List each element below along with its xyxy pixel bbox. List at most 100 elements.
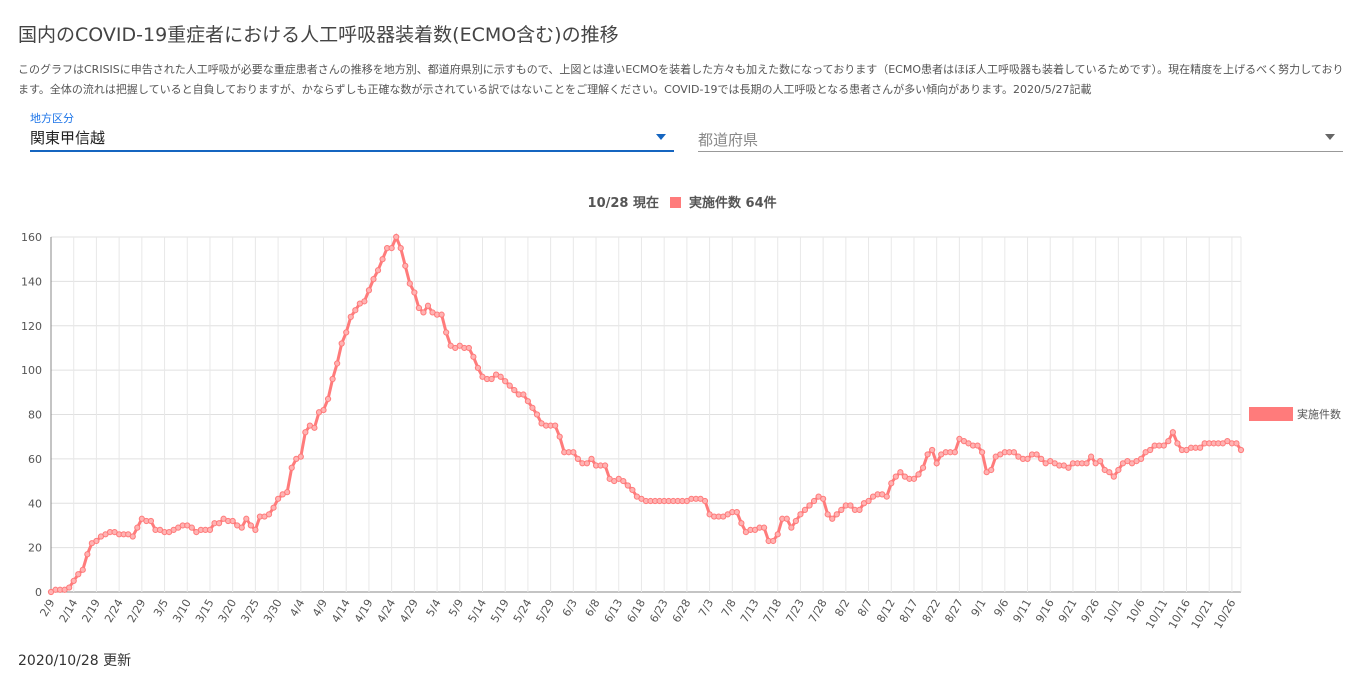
x-tick-label: 4/14: [329, 597, 353, 625]
data-point: [1115, 466, 1122, 474]
data-point: [79, 566, 86, 573]
data-point: [915, 471, 922, 478]
data-point: [497, 373, 504, 380]
data-point: [265, 511, 273, 518]
data-point: [1233, 440, 1240, 447]
data-point: [524, 398, 532, 405]
data-point: [443, 329, 450, 336]
data-point: [229, 517, 236, 525]
data-point: [338, 340, 345, 347]
x-tick-label: 9/21: [1056, 597, 1080, 625]
chart-legend[interactable]: 実施件数: [1249, 407, 1341, 421]
x-tick-label: 4/9: [310, 597, 330, 619]
x-tick-label: 8/22: [920, 597, 944, 625]
chevron-down-icon[interactable]: [1325, 134, 1335, 140]
data-point: [583, 460, 591, 467]
summary-text: 実施件数 64件: [689, 195, 777, 211]
data-point: [347, 313, 354, 320]
data-point: [833, 511, 840, 518]
data-point: [1038, 455, 1045, 462]
data-point: [415, 304, 423, 312]
legend-swatch: [1249, 407, 1293, 421]
series-points: [47, 233, 1245, 596]
x-tick-label: 9/1: [969, 597, 989, 619]
x-tick-label: 10/26: [1211, 597, 1238, 631]
x-tick-label: 3/20: [216, 597, 240, 625]
data-point: [570, 449, 577, 456]
data-point: [974, 442, 981, 449]
y-tick-label: 20: [28, 542, 42, 555]
data-point: [838, 506, 845, 514]
data-point: [70, 577, 77, 585]
x-tick-label: 9/26: [1079, 597, 1103, 625]
data-point: [465, 344, 472, 352]
data-point: [1147, 446, 1154, 454]
x-tick-label: 10/21: [1189, 597, 1216, 631]
data-point: [320, 406, 327, 414]
data-point: [274, 495, 282, 502]
y-tick-label: 140: [21, 275, 42, 288]
x-tick-label: 8/17: [897, 597, 921, 625]
data-point: [393, 233, 400, 241]
ventilator-line-chart: 0 20 40 60 80 100 120 140 160 2/9 2/14 2/19 2/24 2/2…: [21, 195, 1341, 631]
data-point: [134, 524, 141, 531]
x-tick-label: 9/6: [991, 597, 1011, 619]
region-select[interactable]: 地方区分 関東甲信越: [18, 110, 674, 152]
data-point: [979, 449, 986, 456]
data-point: [474, 364, 482, 372]
data-point: [402, 262, 409, 269]
summary-date: 10/28 現在: [588, 195, 659, 211]
data-point: [910, 475, 918, 482]
x-tick-label: 6/3: [560, 597, 580, 619]
data-point: [506, 382, 513, 389]
data-point: [701, 497, 709, 505]
chevron-down-icon[interactable]: [656, 134, 666, 140]
data-point: [629, 486, 636, 494]
y-tick-label: 60: [28, 453, 42, 466]
data-point: [792, 517, 799, 525]
data-point: [924, 451, 931, 458]
x-tick-label: 5/24: [511, 597, 535, 625]
x-tick-label: 6/18: [624, 597, 648, 625]
data-point: [388, 244, 395, 252]
data-point: [329, 375, 336, 383]
page-description: このグラフはCRISISに申告された人工呼吸が必要な重症患者さんの推移を地方別、…: [18, 63, 1344, 96]
data-point: [933, 460, 940, 467]
x-tick-label: 3/25: [238, 597, 262, 625]
data-point: [552, 422, 559, 429]
x-tick-label: 5/4: [424, 597, 444, 619]
data-point: [1169, 429, 1176, 436]
x-tick-label: 7/13: [738, 597, 762, 625]
x-tick-label: 10/6: [1124, 597, 1148, 625]
y-tick-label: 0: [35, 586, 42, 599]
y-tick-label: 80: [28, 409, 42, 422]
data-point: [302, 429, 309, 436]
x-tick-label: 10/11: [1143, 597, 1170, 631]
x-tick-label: 5/9: [446, 597, 466, 619]
data-point: [774, 531, 781, 538]
x-tick-label: 8/12: [874, 597, 898, 625]
data-point: [247, 522, 254, 529]
data-point: [829, 515, 836, 522]
data-point: [801, 506, 809, 514]
data-point: [365, 287, 373, 294]
data-point: [406, 280, 413, 287]
x-tick-label: 4/29: [397, 597, 421, 625]
chart-summary: 10/28 現在 実施件数 64件: [588, 195, 777, 211]
data-point: [361, 298, 368, 305]
data-point: [988, 466, 995, 474]
data-point: [929, 446, 936, 454]
data-point: [297, 453, 304, 460]
data-point: [374, 267, 382, 274]
data-point: [238, 524, 245, 531]
data-point: [470, 353, 477, 360]
x-tick-label: 10/1: [1101, 597, 1125, 625]
x-tick-label: 3/5: [151, 597, 171, 619]
x-tick-label: 2/14: [57, 597, 81, 625]
y-tick-label: 160: [21, 231, 42, 244]
x-tick-label: 8/2: [832, 597, 852, 619]
prefecture-select[interactable]: 都道府県: [698, 110, 1343, 152]
x-tick-label: 7/18: [761, 597, 785, 625]
data-point: [1197, 444, 1204, 451]
x-tick-label: 5/29: [534, 597, 558, 625]
